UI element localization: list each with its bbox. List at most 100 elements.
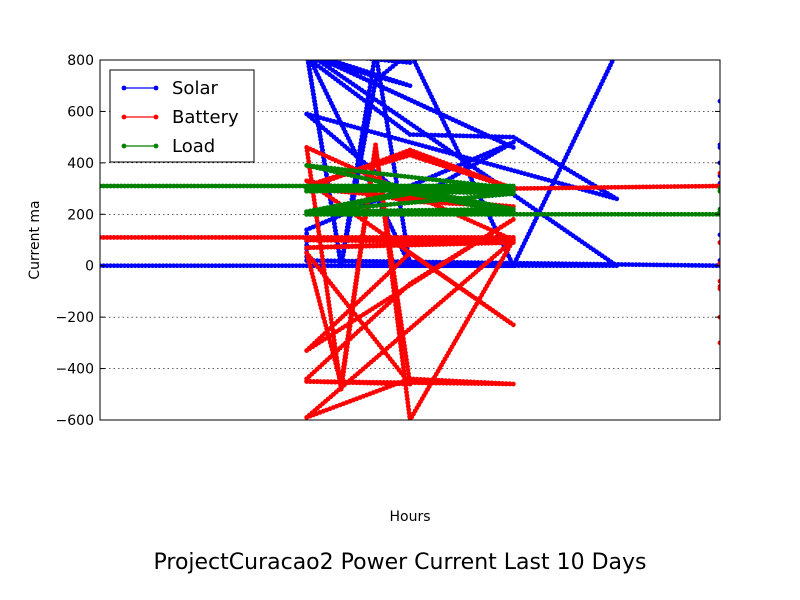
data-point: [739, 181, 744, 186]
data-point: [785, 182, 790, 187]
data-point: [795, 126, 800, 131]
data-point: [764, 150, 769, 155]
data-point: [740, 150, 745, 155]
data-point: [763, 182, 768, 187]
data-point: [767, 256, 772, 261]
data-point: [753, 163, 758, 168]
data-point: [725, 145, 730, 150]
data-point: [788, 141, 793, 146]
data-point: [526, 50, 531, 55]
data-point: [775, 133, 780, 138]
data-point: [311, 50, 316, 55]
data-point: [755, 225, 760, 230]
data-point: [767, 173, 772, 178]
data-point: [343, 54, 348, 59]
data-point: [405, 52, 410, 57]
data-point: [308, 50, 313, 55]
data-point: [792, 152, 797, 157]
data-point: [322, 52, 327, 57]
data-point: [314, 54, 319, 59]
data-point: [428, 50, 433, 55]
data-point: [772, 118, 777, 123]
data-point: [728, 161, 733, 166]
data-point: [777, 141, 782, 146]
data-point: [491, 50, 496, 55]
data-point: [372, 57, 377, 62]
data-point: [751, 119, 756, 124]
data-point: [771, 91, 776, 96]
data-point: [756, 256, 761, 261]
data-point: [760, 164, 765, 169]
data-point: [753, 145, 758, 150]
data-point: [452, 50, 457, 55]
data-point: [763, 256, 768, 261]
data-point: [732, 162, 737, 167]
data-point: [754, 121, 759, 126]
data-point: [728, 144, 733, 149]
data-point: [795, 167, 800, 172]
data-point: [770, 236, 775, 241]
data-point: [763, 142, 768, 147]
data-point: [728, 241, 733, 246]
data-point: [310, 54, 315, 59]
data-point: [763, 141, 768, 146]
data-point: [728, 142, 733, 147]
data-point: [583, 50, 588, 55]
data-point: [792, 167, 797, 172]
data-point: [364, 50, 369, 55]
data-point: [326, 52, 331, 57]
data-point: [568, 50, 573, 55]
data-point: [402, 55, 407, 60]
data-point: [732, 181, 737, 186]
data-point: [732, 142, 737, 147]
data-point: [509, 50, 514, 55]
data-point: [725, 240, 730, 245]
data-point: [770, 142, 775, 147]
data-point: [421, 50, 426, 55]
data-point: [734, 135, 739, 140]
data-point: [795, 146, 800, 151]
data-point: [774, 237, 779, 242]
data-point: [746, 173, 751, 178]
data-point: [725, 240, 730, 245]
data-point: [737, 134, 742, 139]
data-point: [770, 256, 775, 261]
data-point: [756, 142, 761, 147]
data-point: [742, 234, 747, 239]
data-point: [788, 255, 793, 260]
data-point: [788, 182, 793, 187]
data-point: [477, 50, 482, 55]
data-point: [721, 233, 726, 238]
data-point: [763, 237, 768, 242]
data-point: [318, 54, 323, 59]
data-point: [757, 93, 762, 98]
data-point: [760, 173, 765, 178]
data-point: [739, 239, 744, 244]
data-point: [760, 149, 765, 154]
data-point: [770, 182, 775, 187]
data-point: [725, 181, 730, 186]
data-point: [735, 229, 740, 234]
data-point: [347, 50, 352, 55]
data-point: [743, 180, 748, 185]
data-point: [732, 144, 737, 149]
data-point: [760, 141, 765, 146]
data-point: [728, 181, 733, 186]
data-point: [494, 50, 499, 55]
data-point: [470, 50, 475, 55]
data-point: [742, 238, 747, 243]
data-point: [753, 182, 758, 187]
data-point: [354, 55, 359, 60]
data-point: [778, 90, 783, 95]
data-point: [781, 235, 786, 240]
data-point: [721, 101, 726, 106]
data-point: [728, 233, 733, 238]
data-point: [735, 144, 740, 149]
data-point: [396, 50, 401, 55]
data-point: [385, 50, 390, 55]
data-point: [781, 166, 786, 171]
data-point: [724, 102, 729, 107]
data-point: [766, 223, 771, 228]
data-point: [770, 242, 775, 247]
data-point: [788, 173, 793, 178]
